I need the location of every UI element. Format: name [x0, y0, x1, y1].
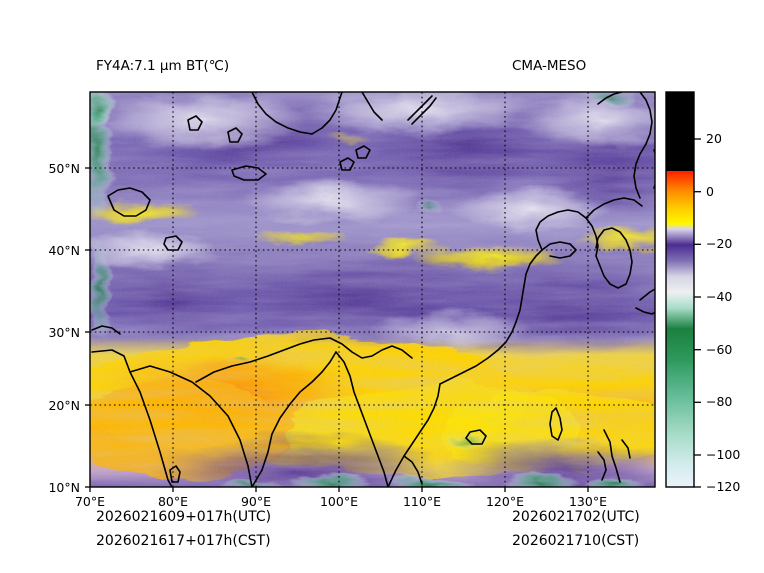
gridlines — [90, 92, 655, 487]
footer-valid-cst: 2026021617+017h(CST) — [96, 533, 271, 549]
xtick-label-130E: 130°E — [568, 494, 607, 509]
colorbar-ticks — [694, 138, 701, 488]
cbar-label-20: 20 — [706, 131, 722, 146]
footer-valid-utc: 2026021609+017h(UTC) — [96, 509, 272, 525]
ytick-label-10N: 10°N — [48, 480, 80, 495]
cbar-label-minus80: −80 — [706, 394, 733, 409]
xtick-label-90E: 90°E — [240, 494, 272, 509]
ytick-label-40N: 40°N — [48, 243, 80, 258]
cbar-label-0: 0 — [706, 184, 714, 199]
plot-title-left: FY4A:7.1 μm BT(℃) — [96, 58, 230, 74]
xtick-label-70E: 70°E — [74, 494, 106, 509]
plot-title-right: CMA-MESO — [512, 58, 587, 74]
colorbar — [665, 91, 701, 488]
ytick-label-30N: 30°N — [48, 325, 80, 340]
cbar-label-minus40: −40 — [706, 289, 733, 304]
ytick-label-50N: 50°N — [48, 161, 80, 176]
cbar-label-minus60: −60 — [706, 342, 733, 357]
satellite-field — [90, 92, 655, 487]
ytick-label-20N: 20°N — [48, 398, 80, 413]
footer-time-cst: 2026021710(CST) — [512, 533, 640, 549]
xtick-label-120E: 120°E — [485, 494, 524, 509]
axis-ticks — [85, 167, 589, 492]
xtick-label-80E: 80°E — [157, 494, 189, 509]
cbar-label-minus20: −20 — [706, 236, 733, 251]
cbar-label-minus120: −120 — [706, 479, 741, 494]
xtick-label-100E: 100°E — [319, 494, 358, 509]
cbar-label-minus100: −100 — [706, 447, 741, 462]
footer-time-utc: 2026021702(UTC) — [512, 509, 640, 525]
coastlines — [91, 92, 655, 487]
xtick-label-110E: 110°E — [402, 494, 441, 509]
plot-frame — [89, 91, 656, 488]
